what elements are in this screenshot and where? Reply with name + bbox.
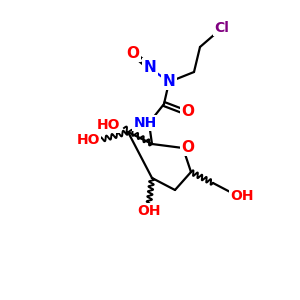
Text: HO: HO xyxy=(76,133,100,147)
Text: N: N xyxy=(144,59,156,74)
Text: Cl: Cl xyxy=(214,21,230,35)
Text: OH: OH xyxy=(230,189,254,203)
Text: OH: OH xyxy=(137,204,161,218)
Text: O: O xyxy=(182,140,194,154)
Text: NH: NH xyxy=(134,116,157,130)
Text: O: O xyxy=(182,104,194,119)
Text: HO: HO xyxy=(96,118,120,132)
Text: N: N xyxy=(163,74,176,88)
Text: O: O xyxy=(127,46,140,61)
